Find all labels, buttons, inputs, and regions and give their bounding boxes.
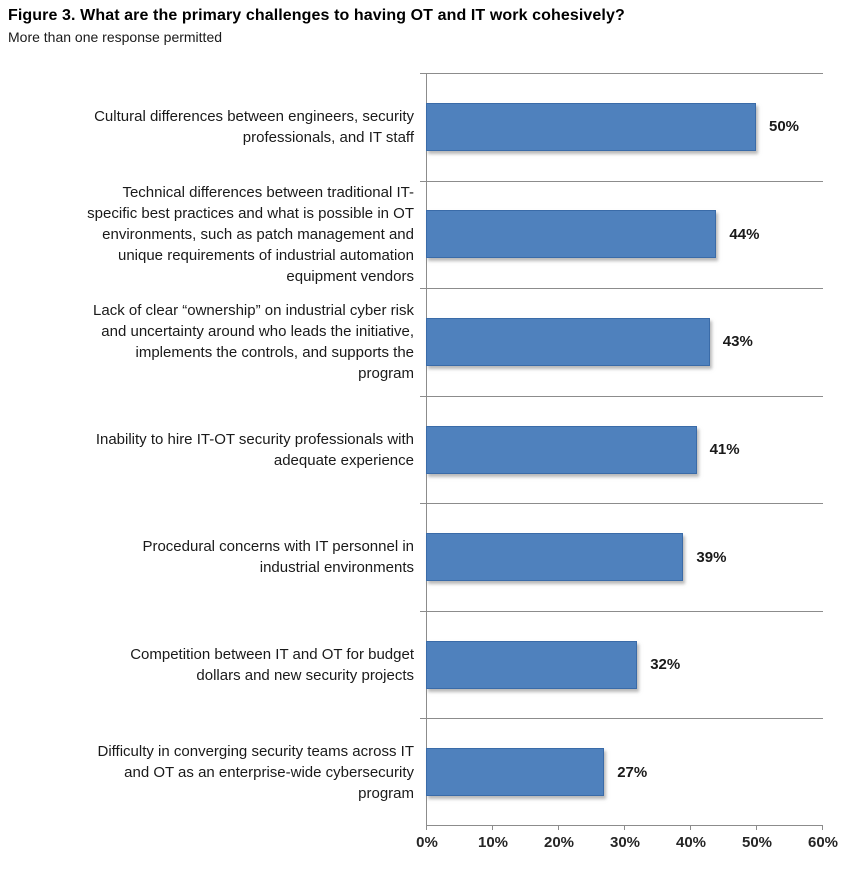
value-label: 43% [722, 333, 753, 351]
value-label: 41% [709, 441, 740, 459]
chart-row: Lack of clear “ownership” on industrial … [0, 288, 864, 396]
category-separator-line [420, 180, 823, 182]
x-axis-tick [756, 825, 757, 830]
x-axis-tick [822, 825, 823, 830]
category-label: Competition between IT and OT for budget… [130, 645, 414, 684]
x-axis-tick [558, 825, 559, 830]
category-label: Technical differences between traditiona… [87, 183, 414, 285]
bar-track: 39% [426, 503, 864, 611]
value-label: 39% [696, 548, 727, 566]
category-separator-line [420, 395, 823, 397]
category-separator-line [420, 73, 823, 74]
chart-row: Procedural concerns with IT personnel in… [0, 503, 864, 611]
chart-rows: Cultural differences between engineers, … [0, 73, 864, 826]
x-axis-tick-label: 30% [609, 834, 641, 851]
bar-track: 41% [426, 396, 864, 504]
bar [426, 425, 697, 474]
bar [426, 640, 638, 689]
chart-row: Competition between IT and OT for budget… [0, 611, 864, 719]
x-axis-tick-label: 10% [477, 834, 509, 851]
category-label: Difficulty in converging security teams … [97, 742, 414, 802]
x-axis-tick [426, 825, 427, 830]
bar-track: 32% [426, 611, 864, 719]
value-label: 32% [650, 656, 681, 674]
chart-row: Inability to hire IT-OT security profess… [0, 396, 864, 504]
category-separator-line [420, 718, 823, 720]
chart-row: Cultural differences between engineers, … [0, 73, 864, 181]
figure-subtitle: More than one response permitted [8, 29, 223, 45]
value-label: 44% [729, 225, 760, 243]
x-axis-tick-label: 0% [416, 834, 438, 851]
chart-row: Difficulty in converging security teams … [0, 718, 864, 826]
category-separator-line [420, 288, 823, 290]
bar [426, 102, 756, 151]
bar-track: 43% [426, 288, 864, 396]
chart-row: Technical differences between traditiona… [0, 181, 864, 289]
x-axis-tick-label: 60% [807, 834, 839, 851]
category-label: Procedural concerns with IT personnel in… [142, 538, 414, 577]
bar [426, 210, 717, 259]
category-label: Inability to hire IT-OT security profess… [95, 430, 414, 469]
bar-track: 44% [426, 181, 864, 289]
category-separator-line [420, 610, 823, 612]
x-axis-tick [624, 825, 625, 830]
category-separator-line [420, 503, 823, 505]
bar [426, 317, 710, 366]
value-label: 50% [769, 118, 800, 136]
bar [426, 748, 605, 797]
x-axis-tick-label: 20% [543, 834, 575, 851]
bar-track: 50% [426, 73, 864, 181]
x-axis-tick [690, 825, 691, 830]
bar-track: 27% [426, 718, 864, 826]
value-label: 27% [617, 763, 648, 781]
figure-title: Figure 3. What are the primary challenge… [8, 7, 625, 24]
bar [426, 533, 684, 582]
category-label: Cultural differences between engineers, … [94, 107, 414, 146]
x-axis-tick [492, 825, 493, 830]
x-axis-tick-label: 50% [741, 834, 773, 851]
x-axis-tick-label: 40% [675, 834, 707, 851]
category-label: Lack of clear “ownership” on industrial … [93, 301, 414, 382]
